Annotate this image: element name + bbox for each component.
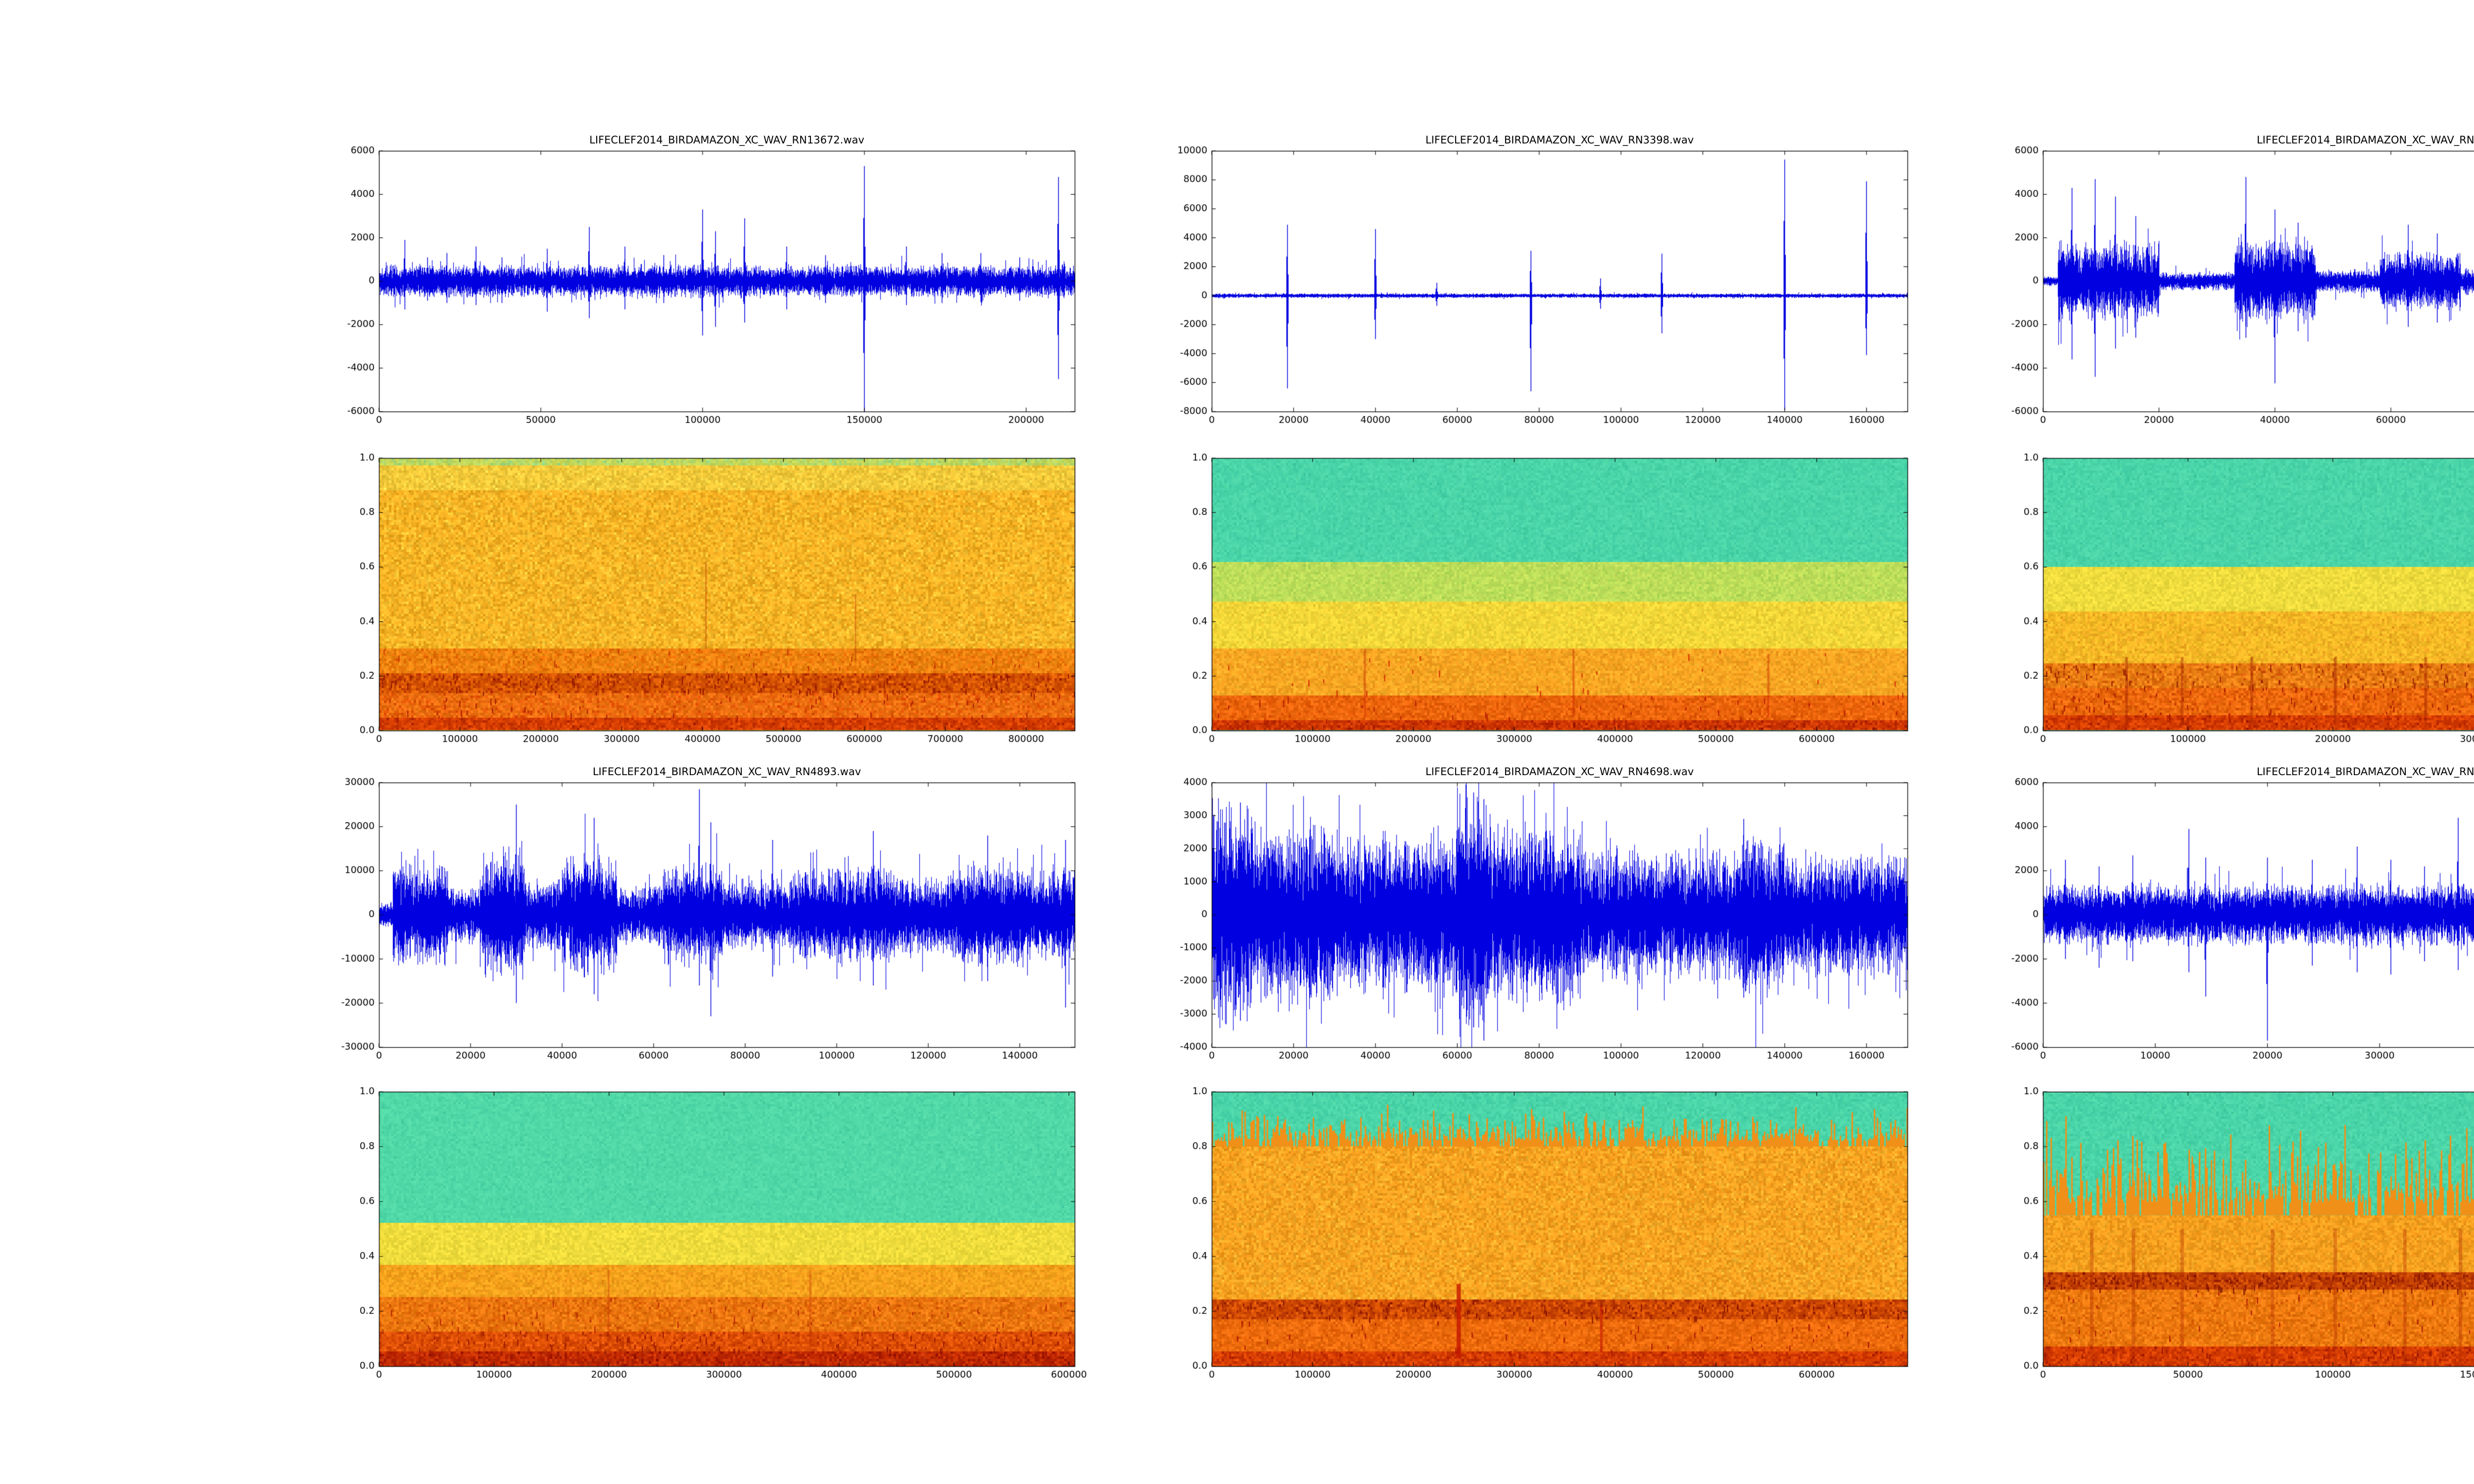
plot-waveform-rn4698: LIFECLEF2014_BIRDAMAZON_XC_WAV_RN4698.wa… <box>1157 759 1924 1080</box>
waveform-canvas <box>325 759 1092 1080</box>
waveform-canvas <box>1989 127 2474 444</box>
spectrogram-canvas <box>1989 434 2474 763</box>
spectrogram-canvas <box>1989 1068 2474 1399</box>
plot-waveform-rn4893: LIFECLEF2014_BIRDAMAZON_XC_WAV_RN4893.wa… <box>325 759 1092 1080</box>
spectrogram-canvas <box>325 1068 1092 1399</box>
plot-waveform-rn13672: LIFECLEF2014_BIRDAMAZON_XC_WAV_RN13672.w… <box>325 127 1092 444</box>
plot-spectrogram-row4-col1 <box>325 1068 1092 1399</box>
plot-spectrogram-row2-col2 <box>1157 434 1924 763</box>
plot-waveform-rn9435: LIFECLEF2014_BIRDAMAZON_XC_WAV_RN9435.wa… <box>1989 127 2474 444</box>
spectrogram-canvas <box>1157 434 1924 763</box>
spectrogram-canvas <box>1157 1068 1924 1399</box>
plot-spectrogram-row2-col1 <box>325 434 1092 763</box>
plot-spectrogram-row2-col3 <box>1989 434 2474 763</box>
plot-spectrogram-row4-col2 <box>1157 1068 1924 1399</box>
waveform-canvas <box>325 127 1092 444</box>
waveform-canvas <box>1989 759 2474 1080</box>
plot-waveform-rn3398: LIFECLEF2014_BIRDAMAZON_XC_WAV_RN3398.wa… <box>1157 127 1924 444</box>
plot-spectrogram-row4-col3 <box>1989 1068 2474 1399</box>
plot-waveform-rn2522: LIFECLEF2014_BIRDAMAZON_XC_WAV_RN2522.wa… <box>1989 759 2474 1080</box>
spectrogram-canvas <box>325 434 1092 763</box>
waveform-canvas <box>1157 759 1924 1080</box>
waveform-canvas <box>1157 127 1924 444</box>
